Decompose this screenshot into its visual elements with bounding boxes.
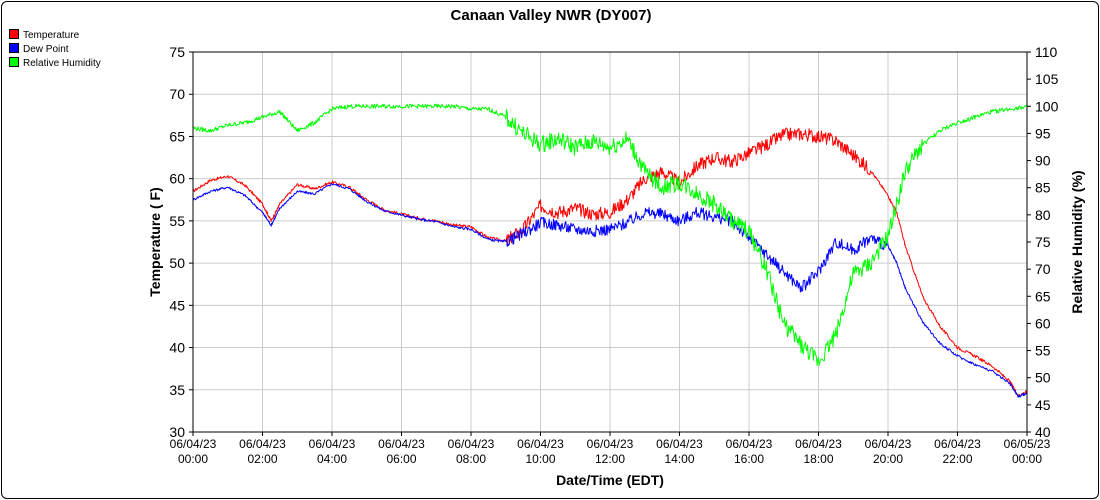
y-left-tick-label: 45 xyxy=(169,297,185,313)
x-tick-label-date: 06/04/23 xyxy=(587,437,634,451)
y-left-tick-label: 65 xyxy=(169,128,185,144)
x-tick-label-time: 02:00 xyxy=(247,452,277,466)
y-right-tick-label: 60 xyxy=(1035,315,1051,331)
x-tick-label-time: 10:00 xyxy=(525,452,555,466)
x-tick-label-time: 16:00 xyxy=(734,452,764,466)
y-right-tick-label: 80 xyxy=(1035,207,1051,223)
legend-swatch-dew-point xyxy=(9,43,19,53)
y-right-tick-label: 110 xyxy=(1035,44,1058,60)
y-right-tick-label: 75 xyxy=(1035,234,1051,250)
grid-layer xyxy=(192,51,1028,433)
y-right-tick-label: 65 xyxy=(1035,288,1051,304)
series-line-dew-point xyxy=(192,182,1028,398)
x-tick-label-date: 06/04/23 xyxy=(239,437,286,451)
series-line-temperature xyxy=(192,127,1028,397)
series-layer xyxy=(192,103,1028,398)
y-right-tick-label: 45 xyxy=(1035,397,1051,413)
x-tick-label-time: 12:00 xyxy=(595,452,625,466)
x-tick-label-time: 04:00 xyxy=(317,452,347,466)
tick-layer: 30 35 40 45 50 55 60 65 70 75 40 45 50 55 60 65 70 75 80 85… xyxy=(169,44,1058,466)
x-tick-label-date: 06/04/23 xyxy=(378,437,425,451)
chart-title: Canaan Valley NWR (DY007) xyxy=(451,7,652,24)
y-right-tick-label: 95 xyxy=(1035,125,1051,141)
x-tick-label-time: 14:00 xyxy=(664,452,694,466)
x-tick-label-date: 06/04/23 xyxy=(517,437,564,451)
x-tick-label-date: 06/04/23 xyxy=(865,437,912,451)
legend-item-temperature: Temperature xyxy=(9,29,101,43)
y-left-tick-label: 40 xyxy=(169,340,185,356)
y-right-tick-label: 105 xyxy=(1035,71,1059,87)
x-tick-label-date: 06/05/23 xyxy=(1004,437,1051,451)
x-tick-label-date: 06/04/23 xyxy=(309,437,356,451)
x-tick-label-date: 06/04/23 xyxy=(448,437,495,451)
y-left-tick-label: 70 xyxy=(169,86,185,102)
x-tick-label-time: 22:00 xyxy=(942,452,972,466)
x-tick-label-time: 00:00 xyxy=(178,452,208,466)
y-left-tick-label: 75 xyxy=(169,44,185,60)
x-tick-label-time: 18:00 xyxy=(803,452,833,466)
legend-swatch-relative-humidity xyxy=(9,57,19,67)
legend-item-dew-point: Dew Point xyxy=(9,43,101,57)
x-tick-label-date: 06/04/23 xyxy=(934,437,981,451)
legend-label-dew-point: Dew Point xyxy=(23,44,69,55)
y-right-tick-label: 55 xyxy=(1035,343,1051,359)
y-left-tick-label: 60 xyxy=(169,171,185,187)
y-right-tick-label: 40 xyxy=(1035,424,1051,440)
legend-swatch-temperature xyxy=(9,29,19,39)
y-right-axis-title: Relative Humidity (%) xyxy=(1069,170,1085,313)
x-axis-title: Date/Time (EDT) xyxy=(556,472,664,488)
legend: Temperature Dew Point Relative Humidity xyxy=(9,29,101,71)
y-left-tick-label: 55 xyxy=(169,213,185,229)
legend-label-temperature: Temperature xyxy=(23,30,80,41)
x-tick-label-time: 00:00 xyxy=(1012,452,1042,466)
y-right-tick-label: 70 xyxy=(1035,261,1051,277)
x-tick-label-date: 06/04/23 xyxy=(795,437,842,451)
y-left-tick-label: 50 xyxy=(169,255,185,271)
y-left-tick-label: 30 xyxy=(169,424,185,440)
x-tick-label-date: 06/04/23 xyxy=(726,437,773,451)
y-left-tick-label: 35 xyxy=(169,382,185,398)
x-tick-label-date: 06/04/23 xyxy=(170,437,217,451)
y-left-axis-title: Temperature ( F) xyxy=(147,187,163,296)
y-right-tick-label: 85 xyxy=(1035,180,1051,196)
x-tick-label-time: 20:00 xyxy=(873,452,903,466)
legend-label-relative-humidity: Relative Humidity xyxy=(23,58,101,69)
y-right-tick-label: 50 xyxy=(1035,370,1051,386)
legend-item-relative-humidity: Relative Humidity xyxy=(9,57,101,71)
x-tick-label-date: 06/04/23 xyxy=(656,437,703,451)
series-line-relative-humidity xyxy=(192,103,1028,366)
x-tick-label-time: 08:00 xyxy=(456,452,486,466)
y-right-tick-label: 90 xyxy=(1035,153,1051,169)
x-tick-label-time: 06:00 xyxy=(386,452,416,466)
y-right-tick-label: 100 xyxy=(1035,98,1059,114)
